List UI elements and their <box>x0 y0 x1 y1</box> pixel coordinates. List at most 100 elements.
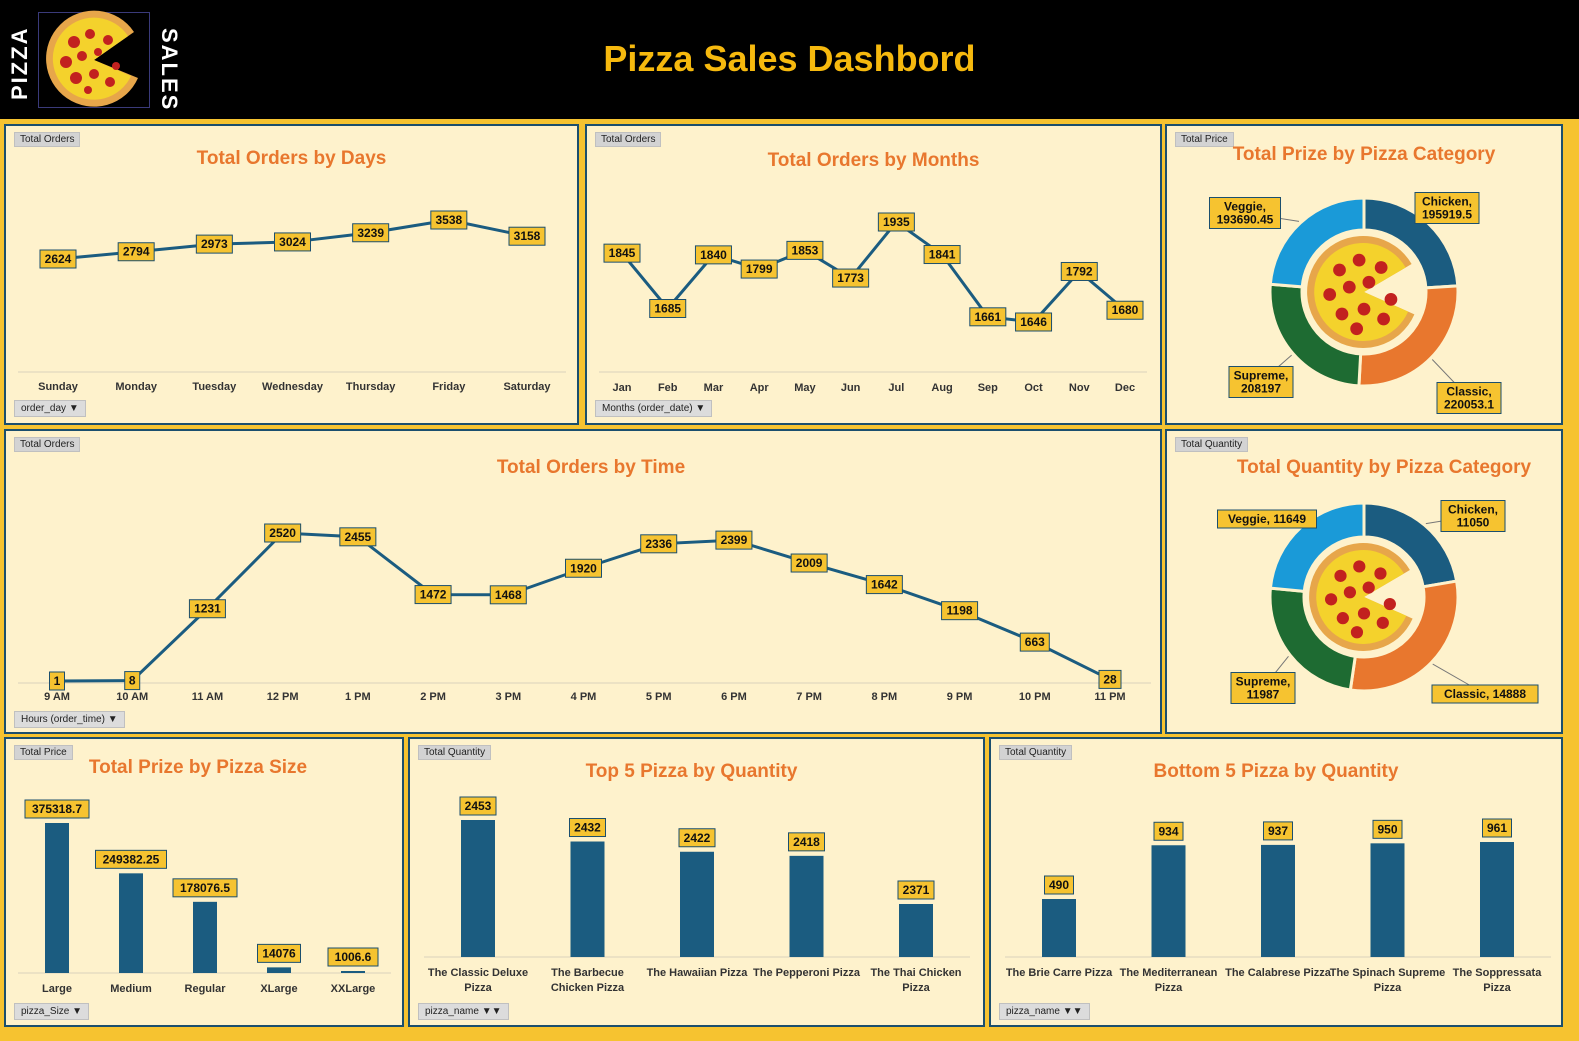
panel-top5-pizza: Total Quantity Top 5 Pizza by Quantity 2… <box>408 737 985 1027</box>
data-label: 8 <box>125 672 140 690</box>
filter-order-day[interactable]: order_day ▼ <box>14 400 86 417</box>
data-label: 2794 <box>118 243 154 261</box>
filter-pizza-name[interactable]: pizza_name ▼▼ <box>999 1003 1090 1020</box>
x-tick-label: Monday <box>115 381 157 393</box>
data-label-text: 14076 <box>262 946 296 960</box>
data-label-text: 3239 <box>357 226 384 240</box>
x-tick-label: XXLarge <box>331 983 376 995</box>
pepperoni <box>1377 617 1389 629</box>
filter-months[interactable]: Months (order_date) ▼ <box>595 400 712 417</box>
data-label-text: 2336 <box>645 537 672 551</box>
pepperoni <box>1363 581 1375 593</box>
data-label-text: 2973 <box>201 237 228 251</box>
bar <box>1371 843 1405 957</box>
data-label: 2520 <box>265 524 301 542</box>
pepperoni <box>1358 303 1371 316</box>
data-label: Classic,220053.1 <box>1437 383 1501 414</box>
dropdown-arrow-icon: ▼ <box>72 1006 82 1017</box>
bar <box>461 820 495 957</box>
x-tick-label: Pizza <box>1374 982 1402 994</box>
pepperoni <box>1325 593 1337 605</box>
data-label-text: 2794 <box>123 245 150 259</box>
data-label-text: 1841 <box>929 248 956 262</box>
x-tick-label: Thursday <box>346 381 396 393</box>
bar-chart-top5: 2453 The Classic Deluxe Pizza 2432 The Barbe… <box>410 739 987 1029</box>
data-label: 1198 <box>942 602 978 620</box>
line-chart-time: 1 812312520 24551472 146819202336 2399200916… <box>6 431 1164 736</box>
data-label-text: 1198 <box>947 604 973 618</box>
data-label-text: 1920 <box>570 561 597 575</box>
pepperoni <box>1358 607 1370 619</box>
data-label-text: Supreme, <box>1236 675 1291 689</box>
data-label: 1840 <box>695 246 731 264</box>
data-label: 28 <box>1099 670 1121 688</box>
x-tick-label: Chicken Pizza <box>551 982 625 994</box>
data-label-text: 249382.25 <box>103 852 160 866</box>
x-tick-label: The Thai Chicken <box>870 967 961 979</box>
x-tick-label: The Mediterranean <box>1120 967 1218 979</box>
data-label-text: 1472 <box>420 588 447 602</box>
data-label-text: 2399 <box>721 533 748 547</box>
dashboard-title: Pizza Sales Dashbord <box>0 38 1579 80</box>
data-label-text: 937 <box>1268 824 1288 838</box>
pepperoni <box>1350 322 1363 335</box>
data-label-text: Veggie, <box>1224 200 1266 214</box>
filter-label: Months (order_date) <box>602 403 693 414</box>
data-label: 950 <box>1373 820 1402 838</box>
x-tick-label: 9 PM <box>947 691 973 703</box>
pepperoni <box>1343 281 1356 294</box>
data-label-text: 1840 <box>700 248 727 262</box>
x-tick-label: 2 PM <box>420 691 446 703</box>
bar-chart-bottom5: 490The Brie Carre Pizza934The Mediterran… <box>991 739 1565 1029</box>
x-tick-label: The Classic Deluxe <box>428 967 528 979</box>
pepperoni <box>1351 626 1363 638</box>
data-label: 2624 <box>40 250 76 268</box>
data-label: 2973 <box>196 235 232 253</box>
data-label: Chicken,11050 <box>1441 501 1505 532</box>
data-label: 1935 <box>878 213 914 231</box>
filter-label: Hours (order_time) <box>21 714 105 725</box>
data-label: Supreme,11987 <box>1231 673 1295 704</box>
bar <box>1261 845 1295 957</box>
data-label: 2009 <box>791 554 827 572</box>
data-label-text: 663 <box>1025 635 1045 649</box>
x-tick-label: 7 PM <box>796 691 822 703</box>
data-label-text: 1006.6 <box>335 950 372 964</box>
data-label: Veggie,193690.45 <box>1210 198 1281 229</box>
pepperoni <box>1363 276 1376 289</box>
filter-hours[interactable]: Hours (order_time) ▼ <box>14 711 125 728</box>
data-label-text: 2418 <box>793 835 820 849</box>
x-tick-label: Medium <box>110 983 152 995</box>
data-label: Classic, 14888 <box>1432 685 1538 703</box>
x-tick-label: The Pepperoni Pizza <box>753 967 861 979</box>
filter-pizza-size[interactable]: pizza_Size ▼ <box>14 1003 89 1020</box>
panel-quantity-by-category: Total Quantity Total Quantity by Pizza C… <box>1165 429 1563 734</box>
data-label: 934 <box>1154 822 1183 840</box>
filter-active-icon: ▼▼ <box>1063 1006 1083 1017</box>
pepperoni <box>1377 313 1390 326</box>
pepperoni <box>1333 264 1346 277</box>
data-label-text: 1799 <box>746 262 773 276</box>
x-tick-label: 9 AM <box>44 691 70 703</box>
bar <box>680 852 714 957</box>
data-label-text: Supreme, <box>1234 369 1289 383</box>
bar <box>790 856 824 957</box>
pepperoni <box>1323 288 1336 301</box>
filter-label: order_day <box>21 403 66 414</box>
x-tick-label: Tuesday <box>192 381 237 393</box>
data-label: Veggie, 11649 <box>1218 510 1317 528</box>
data-label: 2336 <box>641 535 677 553</box>
pepperoni <box>1336 308 1349 321</box>
data-label-text: 2009 <box>796 556 823 570</box>
data-label-text: 1468 <box>495 588 522 602</box>
x-tick-label: The Calabrese Pizza <box>1225 967 1332 979</box>
x-tick-label: The Soppressata <box>1453 967 1543 979</box>
data-label: 1845 <box>604 244 640 262</box>
x-tick-label: 5 PM <box>646 691 672 703</box>
line-chart-days: 2624 2794 2973 3024 3239 3538 3158 Sunday Monday… <box>6 126 581 427</box>
data-label-text: 950 <box>1377 822 1397 836</box>
bar <box>899 904 933 957</box>
filter-pizza-name[interactable]: pizza_name ▼▼ <box>418 1003 509 1020</box>
data-label-text: Classic, 14888 <box>1444 687 1526 701</box>
line-chart-months: 1845 1685 1840 1799 1853 1773 1935 1841 1661 1646… <box>587 126 1164 427</box>
